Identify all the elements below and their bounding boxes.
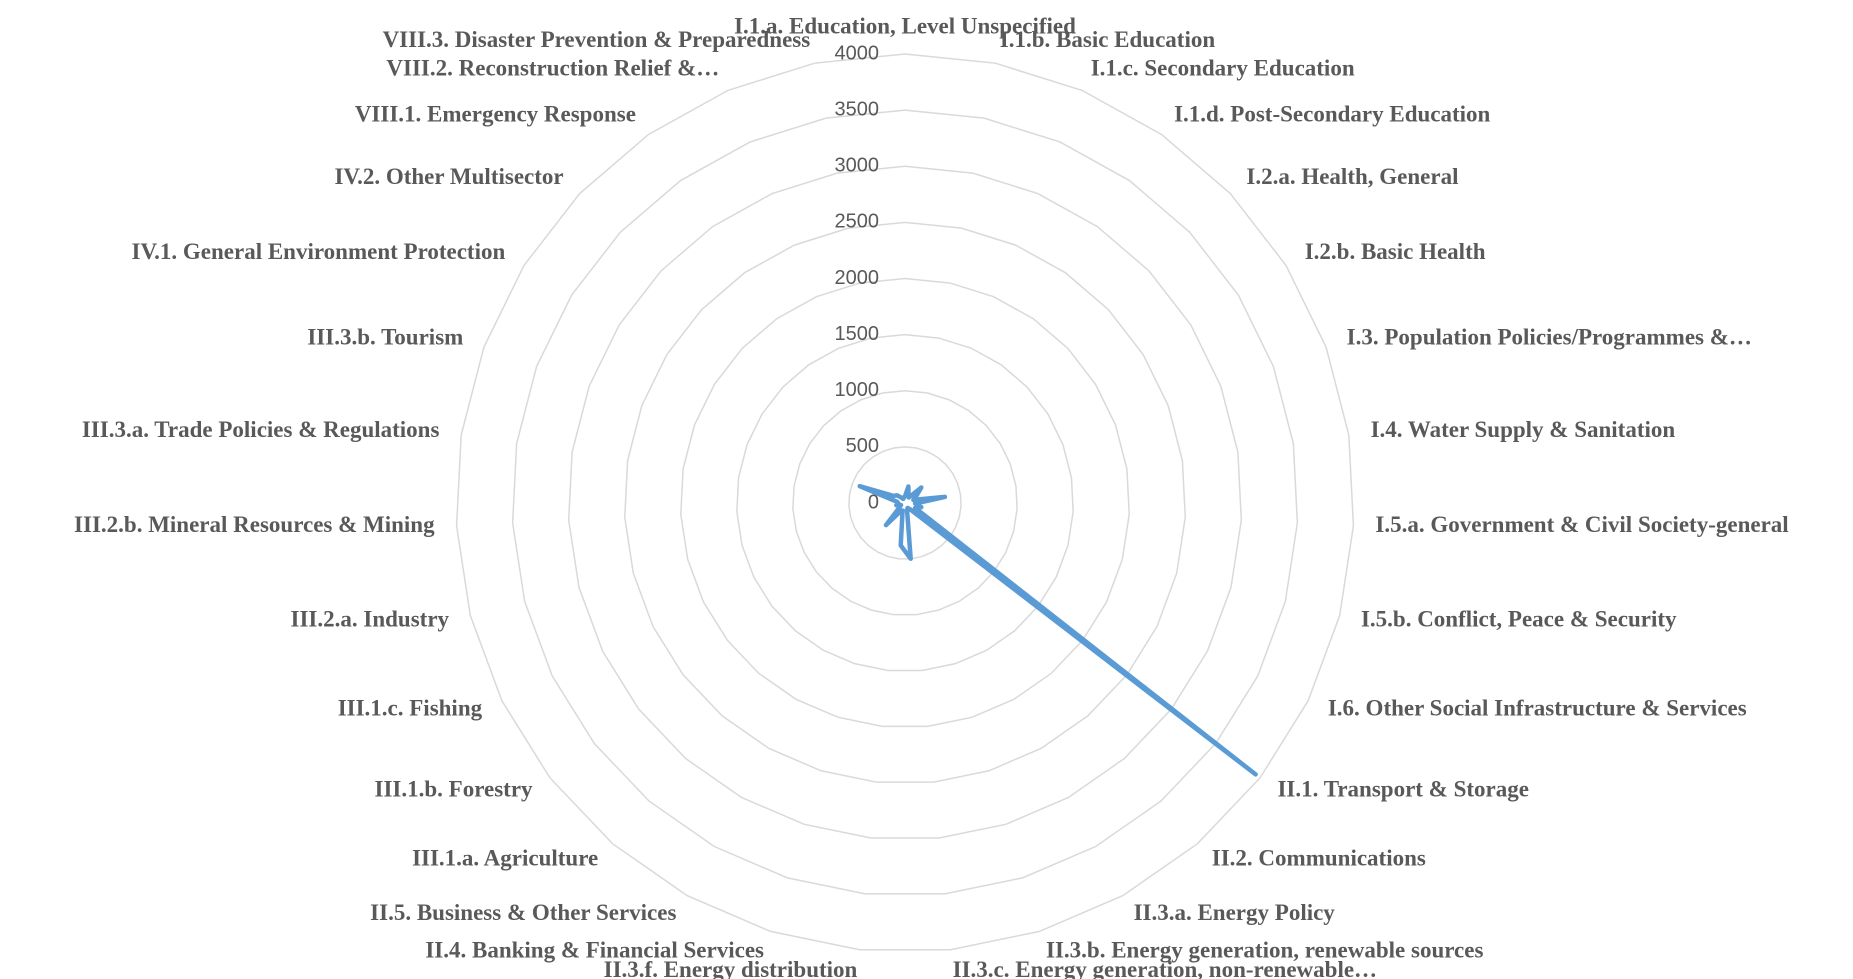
category-label: I.3. Population Policies/Programmes &… (1347, 325, 1752, 350)
category-label: III.1.a. Agriculture (412, 846, 598, 871)
grid-ring (567, 165, 1243, 839)
grid-ring (623, 221, 1187, 783)
category-label: I.2.b. Basic Health (1305, 239, 1486, 264)
category-label: II.3.b. Energy generation, renewable sou… (1046, 938, 1483, 963)
grid-ring (848, 446, 962, 560)
r-tick-label: 3000 (835, 155, 880, 177)
category-label: I.5.b. Conflict, Peace & Security (1361, 606, 1677, 631)
grid-ring (792, 389, 1018, 616)
category-label: VIII.1. Emergency Response (355, 102, 636, 127)
category-label: II.2. Communications (1212, 846, 1426, 871)
category-label: I.1.d. Post-Secondary Education (1174, 102, 1490, 127)
category-label: II.3.a. Energy Policy (1134, 900, 1336, 925)
category-label: III.2.b. Mineral Resources & Mining (74, 512, 435, 537)
category-label: II.3.f. Energy distribution (604, 957, 858, 979)
category-label: III.1.c. Fishing (338, 696, 483, 721)
category-label: I.2.a. Health, General (1246, 164, 1458, 189)
category-label: IV.2. Other Multisector (334, 164, 563, 189)
category-label: II.5. Business & Other Services (370, 900, 676, 925)
r-tick-label: 1500 (835, 323, 880, 345)
category-label: IV.1. General Environment Protection (132, 239, 506, 264)
r-tick-label: 500 (846, 435, 879, 457)
grid-ring (455, 53, 1355, 951)
category-label: III.3.a. Trade Policies & Regulations (82, 417, 440, 442)
category-label: II.3.c. Energy generation, non-renewable… (953, 957, 1377, 979)
category-label: III.3.b. Tourism (307, 325, 463, 350)
category-label: I.1.c. Secondary Education (1091, 55, 1355, 80)
r-tick-label: 3500 (835, 98, 880, 120)
grid-ring (680, 277, 1130, 728)
category-label: I.1.a. Education, Level Unspecified (734, 13, 1076, 38)
category-label: I.4. Water Supply & Sanitation (1371, 417, 1676, 442)
category-label: I.1.b. Basic Education (1000, 27, 1216, 52)
r-tick-label: 1000 (835, 379, 880, 401)
category-label: I.6. Other Social Infrastructure & Servi… (1328, 696, 1747, 721)
category-label: III.1.b. Forestry (375, 777, 534, 802)
category-label: II.1. Transport & Storage (1277, 777, 1529, 802)
r-tick-label: 2000 (835, 267, 880, 289)
category-label: VIII.2. Reconstruction Relief &… (386, 55, 719, 80)
grid-ring (736, 333, 1074, 672)
category-label: II.4. Banking & Financial Services (425, 938, 764, 963)
r-tick-label: 0 (868, 491, 879, 513)
r-tick-label: 2500 (835, 211, 880, 233)
category-label: VIII.3. Disaster Prevention & Preparedne… (383, 27, 811, 52)
category-label: I.5.a. Government & Civil Society-genera… (1375, 512, 1788, 537)
r-tick-label: 4000 (835, 42, 880, 64)
grid-ring (511, 109, 1299, 895)
series-line (857, 483, 1258, 777)
category-label: III.2.a. Industry (291, 606, 450, 631)
